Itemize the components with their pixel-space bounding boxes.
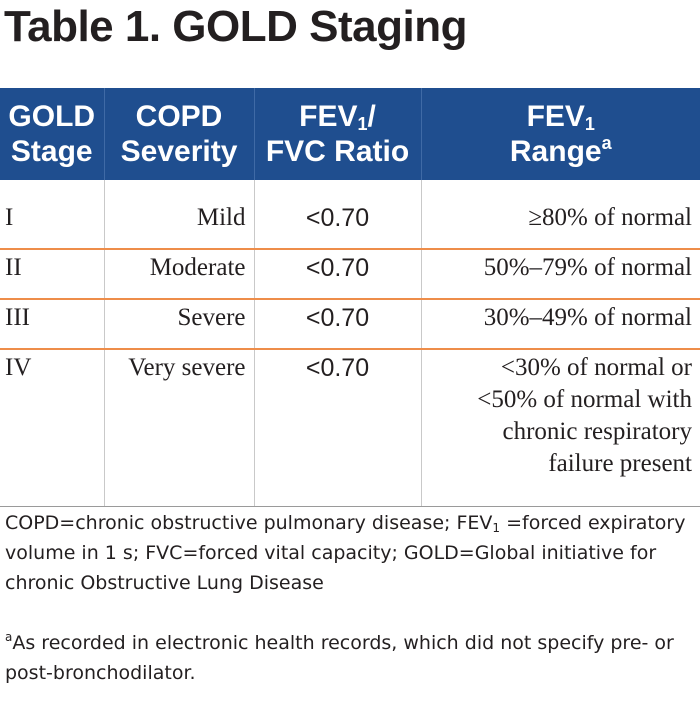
table-row: II Moderate <0.70 50%–79% of normal xyxy=(0,249,700,300)
ratio-cell: <0.70 xyxy=(253,299,421,350)
stage-cell: I xyxy=(0,180,104,250)
table-header-row: GOLD Stage COPD Severity FEV1/ FVC Ratio… xyxy=(0,88,700,180)
abbreviations-note: COPD=chronic obstructive pulmonary disea… xyxy=(5,512,686,594)
table-row: I Mild <0.70 ≥80% of normal xyxy=(0,180,700,250)
range-cell: ≥80% of normal xyxy=(420,180,700,250)
table-title: Table 1. GOLD Staging xyxy=(4,2,467,51)
severity-cell: Very severe xyxy=(103,349,254,507)
header-fev1-range: FEV1 Rangea xyxy=(420,88,700,180)
ratio-cell: <0.70 xyxy=(253,249,421,300)
range-cell: 50%–79% of normal xyxy=(420,249,700,300)
stage-cell: II xyxy=(0,249,104,300)
header-copd-severity: COPD Severity xyxy=(103,88,254,180)
range-cell: <30% of normal or <50% of normal with ch… xyxy=(420,349,700,507)
ratio-cell: <0.70 xyxy=(253,180,421,250)
stage-cell: IV xyxy=(0,349,104,507)
header-gold-stage: GOLD Stage xyxy=(0,88,104,180)
stage-cell: III xyxy=(0,299,104,350)
table-notes: COPD=chronic obstructive pulmonary disea… xyxy=(5,508,695,688)
severity-cell: Moderate xyxy=(103,249,254,300)
severity-cell: Severe xyxy=(103,299,254,350)
table-row: IV Very severe <0.70 <30% of normal or <… xyxy=(0,349,700,507)
gold-staging-table: GOLD Stage COPD Severity FEV1/ FVC Ratio… xyxy=(0,88,700,507)
severity-cell: Mild xyxy=(103,180,254,250)
header-fev1-fvc-ratio: FEV1/ FVC Ratio xyxy=(253,88,421,180)
range-cell: 30%–49% of normal xyxy=(420,299,700,350)
table-row: III Severe <0.70 30%–49% of normal xyxy=(0,299,700,350)
footnote: aAs recorded in electronic health record… xyxy=(5,630,674,684)
ratio-cell: <0.70 xyxy=(253,349,421,507)
